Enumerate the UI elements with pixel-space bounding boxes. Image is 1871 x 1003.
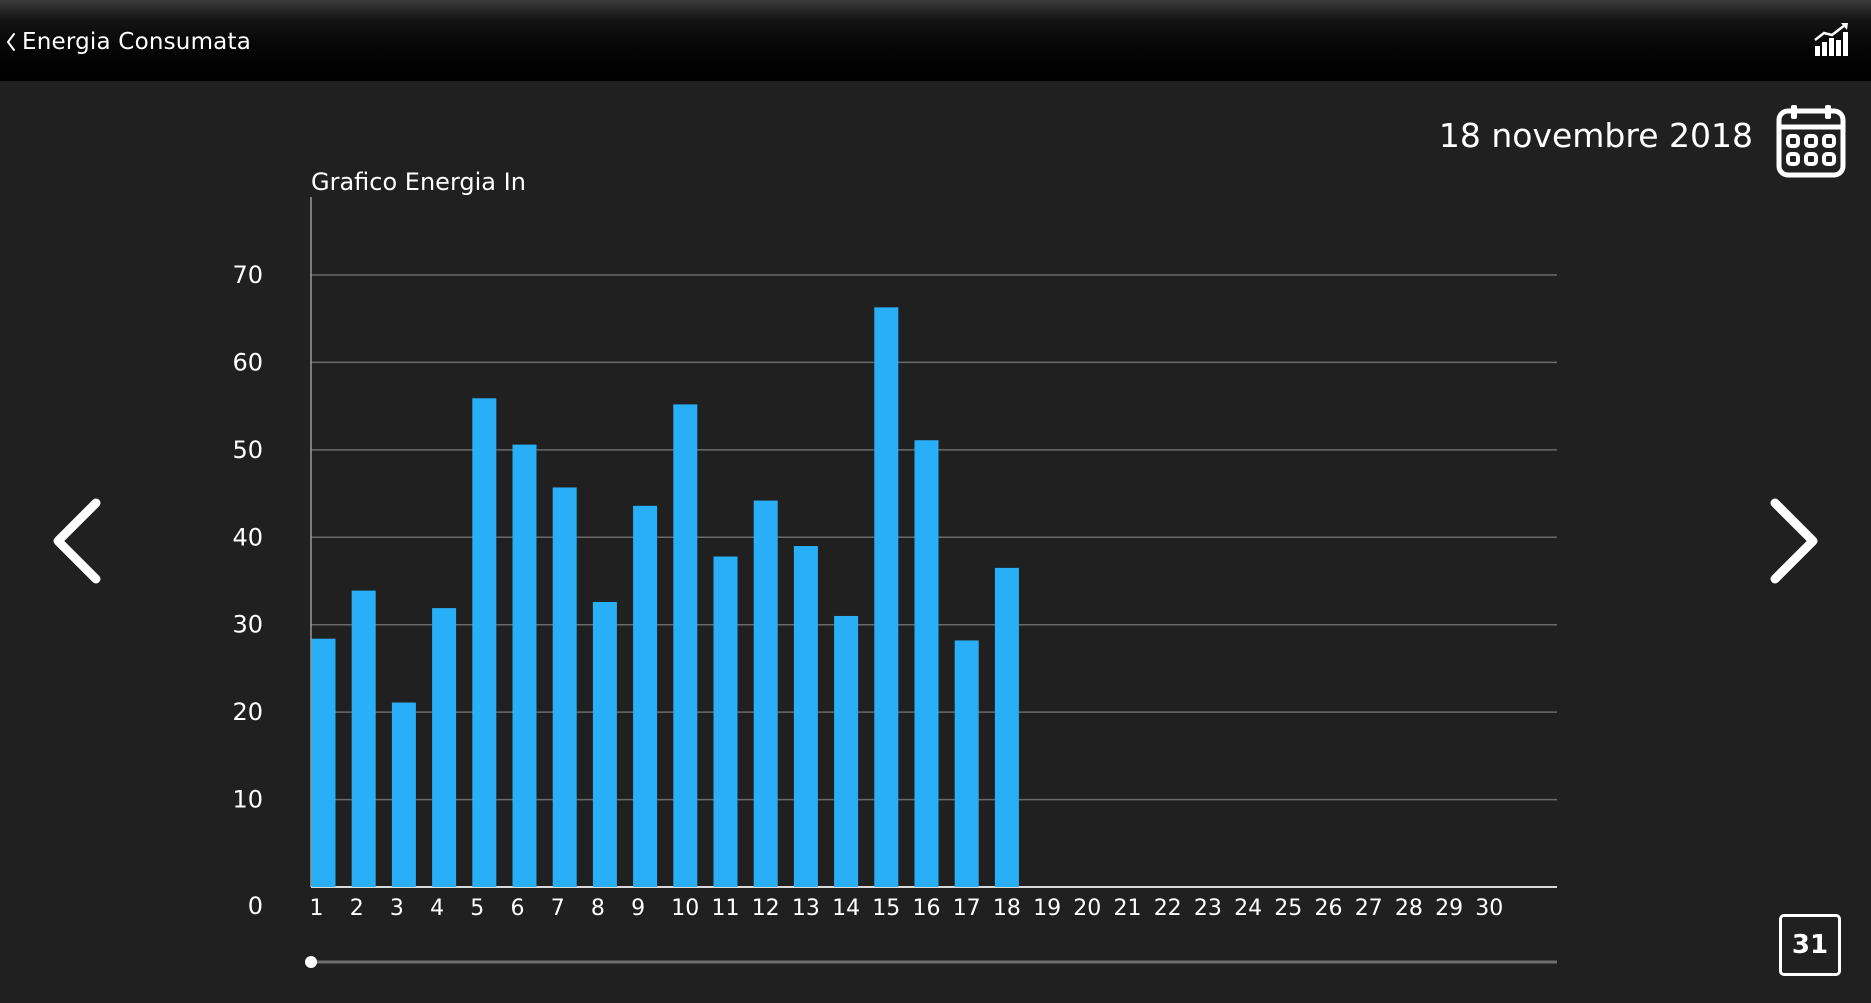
x-tick-label: 4 bbox=[430, 896, 444, 921]
bar-chart-trend-icon[interactable] bbox=[1811, 20, 1851, 60]
x-tick-label: 23 bbox=[1194, 896, 1222, 921]
bar-day-8 bbox=[592, 601, 617, 887]
y-tick-label: 0 bbox=[248, 892, 263, 920]
bar-day-11 bbox=[713, 556, 738, 887]
x-tick-label: 27 bbox=[1355, 896, 1383, 921]
x-tick-label: 7 bbox=[551, 896, 565, 921]
y-tick-label: 60 bbox=[232, 348, 263, 376]
month-view-button[interactable]: 31 bbox=[1779, 914, 1841, 976]
bar-day-16 bbox=[914, 440, 939, 887]
x-tick-label: 13 bbox=[792, 896, 820, 921]
bar-day-17 bbox=[954, 640, 979, 887]
top-bar: Energia Consumata bbox=[0, 0, 1871, 81]
y-tick-label: 40 bbox=[232, 523, 263, 551]
x-tick-label: 20 bbox=[1073, 896, 1101, 921]
bar-day-14 bbox=[834, 615, 859, 887]
chart-title: Grafico Energia In bbox=[311, 168, 526, 196]
x-tick-label: 8 bbox=[591, 896, 605, 921]
x-tick-label: 16 bbox=[913, 896, 941, 921]
x-tick-label: 17 bbox=[953, 896, 981, 921]
bar-day-12 bbox=[753, 500, 778, 887]
bar-day-3 bbox=[391, 702, 416, 887]
chart-scrollbar[interactable] bbox=[305, 956, 1557, 968]
x-tick-label: 10 bbox=[671, 896, 699, 921]
x-tick-label: 14 bbox=[832, 896, 860, 921]
x-tick-label: 6 bbox=[511, 896, 525, 921]
chevron-left-icon bbox=[53, 498, 101, 584]
x-tick-label: 30 bbox=[1475, 896, 1503, 921]
bar-day-1 bbox=[311, 638, 336, 887]
x-tick-label: 1 bbox=[310, 896, 324, 921]
bars bbox=[311, 307, 1019, 887]
x-tick-label: 19 bbox=[1033, 896, 1061, 921]
x-tick-label: 21 bbox=[1114, 896, 1142, 921]
chevron-right-icon bbox=[1770, 498, 1818, 584]
bar-day-13 bbox=[793, 546, 818, 887]
x-tick-label: 12 bbox=[752, 896, 780, 921]
bar-day-2 bbox=[351, 590, 376, 887]
prev-period-button[interactable] bbox=[50, 495, 110, 587]
chevron-left-icon bbox=[7, 33, 15, 51]
y-tick-label: 10 bbox=[232, 786, 263, 814]
bar-day-18 bbox=[994, 567, 1019, 887]
x-tick-label: 28 bbox=[1395, 896, 1423, 921]
x-tick-label: 3 bbox=[390, 896, 404, 921]
x-tick-label: 25 bbox=[1274, 896, 1302, 921]
page-title: Energia Consumata bbox=[22, 29, 251, 55]
back-button[interactable]: Energia Consumata bbox=[4, 22, 251, 62]
next-period-button[interactable] bbox=[1761, 495, 1821, 587]
bar-day-10 bbox=[673, 404, 698, 887]
x-tick-label: 5 bbox=[470, 896, 484, 921]
bar-day-5 bbox=[472, 398, 497, 887]
y-axis-ticks: 0 10 20 30 40 50 60 70 bbox=[232, 261, 263, 920]
y-tick-label: 70 bbox=[232, 261, 263, 289]
bar-day-15 bbox=[874, 307, 899, 887]
x-tick-label: 11 bbox=[712, 896, 740, 921]
x-tick-label: 15 bbox=[872, 896, 900, 921]
x-tick-label: 29 bbox=[1435, 896, 1463, 921]
scroll-thumb[interactable] bbox=[305, 956, 317, 968]
x-tick-label: 18 bbox=[993, 896, 1021, 921]
y-tick-label: 20 bbox=[232, 698, 263, 726]
bar-day-6 bbox=[512, 444, 537, 887]
bar-day-9 bbox=[633, 505, 658, 887]
selected-date: 18 novembre 2018 bbox=[1438, 116, 1753, 155]
calendar-icon[interactable] bbox=[1775, 103, 1847, 179]
x-axis-ticks: 1 2 3 4 5 6 7 8 9 10 11 12 13 14 15 16 17 18 19 20 21 22 23 24 2… bbox=[310, 896, 1504, 921]
x-tick-label: 22 bbox=[1154, 896, 1182, 921]
y-tick-label: 50 bbox=[232, 436, 263, 464]
x-tick-label: 24 bbox=[1234, 896, 1262, 921]
x-tick-label: 9 bbox=[631, 896, 645, 921]
bar-day-4 bbox=[432, 608, 457, 887]
bar-day-7 bbox=[552, 487, 577, 887]
x-tick-label: 26 bbox=[1315, 896, 1343, 921]
y-tick-label: 30 bbox=[232, 611, 263, 639]
x-tick-label: 2 bbox=[350, 896, 364, 921]
